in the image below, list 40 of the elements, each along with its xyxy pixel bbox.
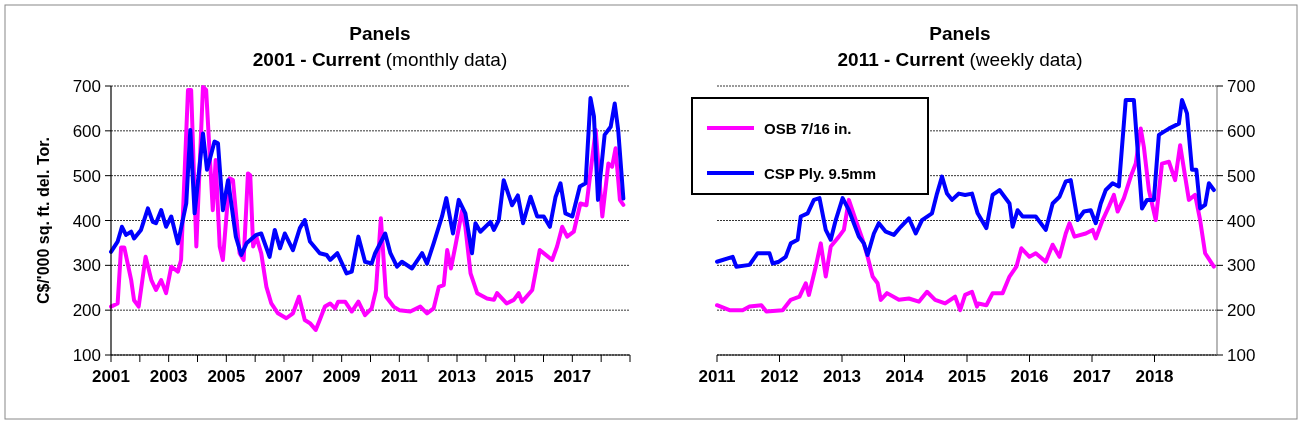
x-tick-label: 2011 bbox=[380, 367, 418, 386]
chart-subtitle: 2011 - Current (weekly data) bbox=[837, 49, 1083, 70]
x-tick-label: 2015 bbox=[495, 367, 534, 386]
y-axis-title: C$/'000 sq. ft. del. Tor. bbox=[35, 136, 52, 305]
x-tick-label: 2003 bbox=[149, 367, 188, 386]
x-tick-label: 2013 bbox=[438, 367, 476, 386]
x-tick-label: 2009 bbox=[322, 367, 361, 386]
legend-label: CSP Ply. 9.5mm bbox=[764, 165, 877, 182]
legend-label: OSB 7/16 in. bbox=[764, 120, 852, 137]
y-tick-label: 400 bbox=[72, 211, 101, 231]
y-tick-label: 300 bbox=[72, 256, 101, 276]
x-tick-label: 2012 bbox=[760, 367, 799, 386]
line-series bbox=[715, 97, 1216, 269]
x-tick-label: 2017 bbox=[1073, 367, 1111, 386]
x-tick-label: 2007 bbox=[265, 367, 303, 386]
x-tick-label: 2005 bbox=[207, 367, 246, 386]
x-tick-label: 2016 bbox=[1010, 367, 1049, 386]
line-series bbox=[109, 96, 626, 276]
x-tick-label: 2015 bbox=[948, 367, 986, 386]
x-tick-label: 2013 bbox=[823, 367, 861, 386]
y-tick-label: 700 bbox=[72, 77, 101, 96]
y2-tick-label: 100 bbox=[1227, 346, 1256, 365]
y-tick-label: 100 bbox=[72, 346, 101, 365]
y2-tick-label: 200 bbox=[1227, 301, 1256, 321]
chart-title: Panels bbox=[929, 23, 991, 44]
x-tick-label: 2014 bbox=[885, 367, 924, 386]
y2-tick-label: 300 bbox=[1227, 256, 1256, 276]
y2-tick-label: 700 bbox=[1227, 77, 1256, 96]
x-tick-label: 2017 bbox=[553, 367, 592, 386]
y2-tick-label: 600 bbox=[1227, 121, 1256, 141]
x-tick-label: 2018 bbox=[1135, 367, 1174, 386]
x-tick-label: 2001 bbox=[92, 367, 130, 386]
chart-subtitle: 2001 - Current (monthly data) bbox=[252, 49, 508, 70]
y-tick-label: 200 bbox=[72, 301, 101, 321]
y-tick-label: 500 bbox=[72, 166, 101, 186]
y2-tick-label: 500 bbox=[1227, 166, 1256, 186]
y-tick-label: 600 bbox=[72, 121, 101, 141]
chart-title: Panels bbox=[349, 23, 411, 44]
y2-tick-label: 400 bbox=[1227, 211, 1256, 231]
x-tick-label: 2011 bbox=[698, 367, 736, 386]
